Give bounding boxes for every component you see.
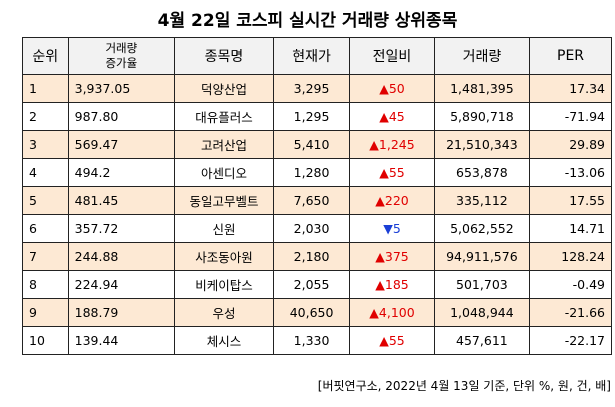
table-row: 9 188.79 우성 40,650 ▲4,100 1,048,944 -21.66 <box>22 298 612 327</box>
table-cell: 653,878 <box>433 158 531 187</box>
table-row: 4 494.2 아센디오 1,280 ▲55 653,878 -13.06 <box>22 158 612 187</box>
table-cell: 14.71 <box>529 214 612 243</box>
table-cell: 8 <box>22 270 69 299</box>
table-cell: -0.49 <box>529 270 612 299</box>
table-cell: 1,295 <box>272 102 351 131</box>
table-cell: ▲4,100 <box>349 298 435 327</box>
table-cell: 고려산업 <box>174 130 274 159</box>
table-body: 1 3,937.05 덕양산업 3,295 ▲50 1,481,395 17.34 2 987.… <box>22 74 612 355</box>
table-cell: -13.06 <box>529 158 612 187</box>
table-cell: ▲45 <box>349 102 435 131</box>
table-cell: 1,481,395 <box>433 74 531 103</box>
table-cell: 244.88 <box>67 242 176 271</box>
table-cell: 3 <box>22 130 69 159</box>
header-row: 순위 거래량 증가율 종목명 현재가 전일비 거래량 PER <box>22 37 612 75</box>
table-row: 3 569.47 고려산업 5,410 ▲1,245 21,510,343 29.89 <box>22 130 612 159</box>
title: 4월 22일 코스피 실시간 거래량 상위종목 <box>157 11 458 31</box>
table-cell: 3,937.05 <box>67 74 176 103</box>
table-cell: ▲375 <box>349 242 435 271</box>
table-cell: 21,510,343 <box>433 130 531 159</box>
table-cell: 224.94 <box>67 270 176 299</box>
table-cell: 우성 <box>174 298 274 327</box>
table-cell: 2 <box>22 102 69 131</box>
table-cell: 94,911,576 <box>433 242 531 271</box>
table-cell: 335,112 <box>433 186 531 215</box>
table-cell: 9 <box>22 298 69 327</box>
table-cell: 신원 <box>174 214 274 243</box>
table-cell: 6 <box>22 214 69 243</box>
table-cell: 40,650 <box>272 298 351 327</box>
source-note: [버핏연구소, 2022년 4월 13일 기준, 단위 %, 원, 건, 배] <box>317 379 611 393</box>
table-cell: 481.45 <box>67 186 176 215</box>
table-cell: 494.2 <box>67 158 176 187</box>
table-cell: ▲1,245 <box>349 130 435 159</box>
table-cell: 1,280 <box>272 158 351 187</box>
table-cell: 569.47 <box>67 130 176 159</box>
table-cell: 987.80 <box>67 102 176 131</box>
table-cell: 동일고무벨트 <box>174 186 274 215</box>
table-cell: 501,703 <box>433 270 531 299</box>
table-cell: -22.17 <box>529 326 612 355</box>
table-cell: 128.24 <box>529 242 612 271</box>
table-cell: 3,295 <box>272 74 351 103</box>
table-cell: ▼5 <box>349 214 435 243</box>
table-cell: 7,650 <box>272 186 351 215</box>
table-row: 1 3,937.05 덕양산업 3,295 ▲50 1,481,395 17.34 <box>22 74 612 103</box>
table-cell: 17.34 <box>529 74 612 103</box>
table-cell: 17.55 <box>529 186 612 215</box>
table-cell: 사조동아원 <box>174 242 274 271</box>
header-cell: PER <box>529 37 612 75</box>
table-cell: 10 <box>22 326 69 355</box>
header-cell: 거래량 증가율 <box>67 37 176 75</box>
table-cell: 1 <box>22 74 69 103</box>
table-cell: 대유플러스 <box>174 102 274 131</box>
table-cell: ▲55 <box>349 326 435 355</box>
header-cell: 현재가 <box>272 37 351 75</box>
table-cell: 체시스 <box>174 326 274 355</box>
table-cell: 비케이탑스 <box>174 270 274 299</box>
table-cell: -71.94 <box>529 102 612 131</box>
header-cell: 종목명 <box>174 37 274 75</box>
table-row: 2 987.80 대유플러스 1,295 ▲45 5,890,718 -71.94 <box>22 102 612 131</box>
table-cell: 357.72 <box>67 214 176 243</box>
table-cell: 1,330 <box>272 326 351 355</box>
table-cell: 2,030 <box>272 214 351 243</box>
table-cell: 188.79 <box>67 298 176 327</box>
table-row: 8 224.94 비케이탑스 2,055 ▲185 501,703 -0.49 <box>22 270 612 299</box>
table-cell: 139.44 <box>67 326 176 355</box>
header-cell: 순위 <box>22 37 69 75</box>
table-row: 7 244.88 사조동아원 2,180 ▲375 94,911,576 128.24 <box>22 242 612 271</box>
table-row: 6 357.72 신원 2,030 ▼5 5,062,552 14.71 <box>22 214 612 243</box>
table-row: 5 481.45 동일고무벨트 7,650 ▲220 335,112 17.55 <box>22 186 612 215</box>
table-cell: 덕양산업 <box>174 74 274 103</box>
table-row: 10 139.44 체시스 1,330 ▲55 457,611 -22.17 <box>22 326 612 355</box>
table-cell: 5,890,718 <box>433 102 531 131</box>
table-cell: ▲55 <box>349 158 435 187</box>
table-cell: 5,410 <box>272 130 351 159</box>
table-cell: 2,180 <box>272 242 351 271</box>
table-cell: -21.66 <box>529 298 612 327</box>
table: 순위 거래량 증가율 종목명 현재가 전일비 거래량 PER 1 3,937.05 덕양산업 3,… <box>22 37 612 355</box>
table-cell: 2,055 <box>272 270 351 299</box>
header-cell: 전일비 <box>349 37 435 75</box>
table-cell: 1,048,944 <box>433 298 531 327</box>
table-cell: 5 <box>22 186 69 215</box>
table-cell: ▲185 <box>349 270 435 299</box>
header-cell: 거래량 <box>433 37 531 75</box>
table-cell: ▲50 <box>349 74 435 103</box>
table-cell: 7 <box>22 242 69 271</box>
table-cell: 457,611 <box>433 326 531 355</box>
table-cell: 아센디오 <box>174 158 274 187</box>
table-cell: 29.89 <box>529 130 612 159</box>
table-cell: 4 <box>22 158 69 187</box>
table-cell: 5,062,552 <box>433 214 531 243</box>
table-cell: ▲220 <box>349 186 435 215</box>
